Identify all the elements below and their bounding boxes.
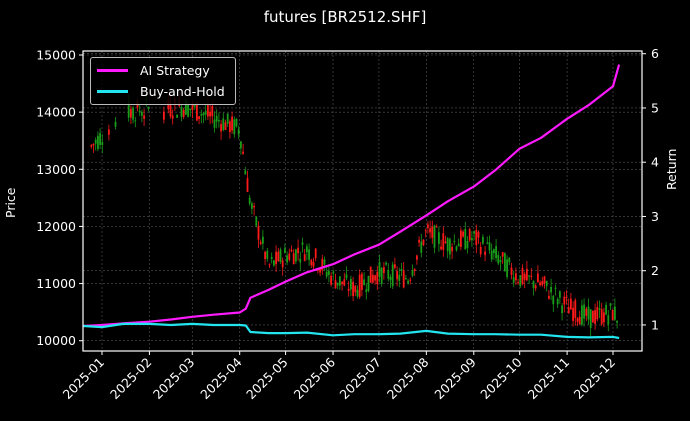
svg-text:10000: 10000 — [36, 333, 76, 348]
legend: AI Strategy Buy-and-Hold — [90, 57, 236, 105]
svg-text:3: 3 — [651, 209, 659, 224]
svg-text:2025-08: 2025-08 — [384, 354, 432, 402]
legend-item-ai-strategy: AI Strategy — [97, 61, 210, 79]
svg-text:12000: 12000 — [36, 219, 76, 234]
svg-text:2025-07: 2025-07 — [336, 355, 384, 403]
svg-text:2: 2 — [651, 263, 659, 278]
legend-swatch-cyan — [97, 89, 128, 93]
svg-text:14000: 14000 — [36, 105, 76, 120]
svg-text:2025-06: 2025-06 — [291, 354, 339, 402]
svg-text:2025-02: 2025-02 — [107, 355, 155, 403]
svg-text:6: 6 — [651, 46, 659, 61]
legend-item-buy-and-hold: Buy-and-Hold — [97, 82, 225, 100]
svg-text:11000: 11000 — [36, 276, 76, 291]
svg-text:2025-04: 2025-04 — [197, 354, 245, 402]
svg-text:2025-11: 2025-11 — [525, 355, 573, 403]
axes-frame — [82, 50, 643, 352]
y-axis-label-left: Price — [3, 187, 18, 219]
legend-label: AI Strategy — [140, 62, 210, 78]
svg-text:2025-03: 2025-03 — [150, 355, 198, 403]
chart-title: futures [BR2512.SHF] — [263, 8, 427, 26]
legend-swatch-magenta — [97, 68, 128, 72]
ai-strategy-line — [83, 64, 621, 328]
svg-text:1: 1 — [651, 317, 659, 332]
svg-text:15000: 15000 — [36, 48, 76, 63]
svg-text:13000: 13000 — [36, 162, 76, 177]
svg-text:4: 4 — [651, 155, 659, 170]
grid — [83, 51, 642, 351]
y-axis-label-right: Return — [664, 148, 679, 190]
svg-text:2025-09: 2025-09 — [431, 354, 479, 402]
svg-text:2025-10: 2025-10 — [477, 354, 525, 402]
svg-text:2025-12: 2025-12 — [571, 355, 619, 403]
svg-text:2025-05: 2025-05 — [243, 355, 291, 403]
svg-text:2025-01: 2025-01 — [60, 355, 108, 403]
legend-label: Buy-and-Hold — [140, 83, 225, 99]
candlesticks — [90, 91, 618, 337]
svg-text:5: 5 — [651, 100, 659, 115]
buy-and-hold-line — [83, 322, 620, 340]
